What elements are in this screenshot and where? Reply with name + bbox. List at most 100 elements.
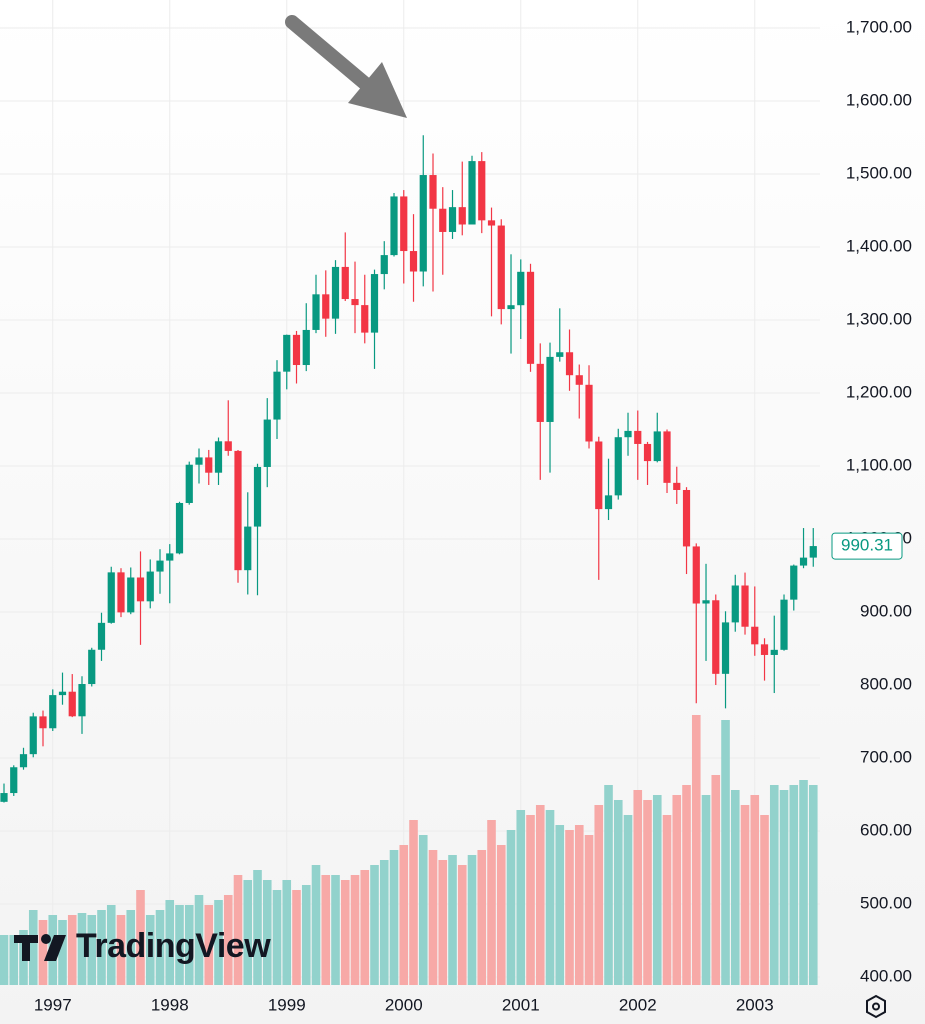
volume-bar [721,720,730,985]
volume-bar [155,910,165,985]
volume-bar [672,795,682,985]
candle-body [780,599,788,650]
candle-body [49,695,57,729]
volume-bar [272,890,282,985]
volume-bar [58,920,67,985]
volume-bar [545,810,555,985]
candle-body [214,441,223,473]
candle-body [302,329,310,366]
candle-body [136,577,145,602]
volume-bar [292,890,301,985]
volume-bar [126,910,136,985]
volume-bar [9,935,19,985]
volume-bar [321,875,331,985]
volume-bar [214,900,223,985]
volume-bar [379,860,389,985]
candle-body [263,419,271,467]
volume-bar [740,805,750,985]
candle-body [331,266,340,319]
candle-body [741,585,749,627]
candle-body [97,622,106,650]
candle-body [526,271,535,364]
volume-bar [399,845,409,985]
candle-body [478,161,486,221]
candle-body [565,352,574,376]
volume-bar [711,775,721,985]
candle-body [0,793,8,802]
candle-body [614,437,622,496]
volume-bar [516,810,526,985]
candle-body [58,691,67,696]
candle-body [643,443,652,462]
candle-body [253,466,262,527]
candle-body [283,334,291,372]
candle-body [10,767,18,794]
candle-body [273,371,281,420]
candle-body [751,626,759,645]
volume-layer [0,715,818,985]
volume-bar [594,805,604,985]
volume-bar [87,915,97,985]
candle-body [517,271,525,306]
candle-body [575,375,583,385]
last-price-box [831,532,903,560]
volume-bar [584,835,594,985]
volume-bar [301,885,311,985]
y-tick-label: 1,700.00 [846,17,912,36]
x-tick-label: 2000 [385,995,423,1014]
y-tick-label: 1,200.00 [846,382,912,401]
candle-body [536,363,544,422]
x-tick-label: 1998 [151,995,189,1014]
arrow-head [348,62,407,118]
volume-bar [311,865,321,985]
volume-bar [233,875,243,985]
candle-body [117,572,125,613]
candle-body [429,175,437,209]
candle-body [692,546,700,604]
y-tick-label: 1,600.00 [846,90,912,109]
volume-bar [574,825,584,985]
candle-body [175,502,184,554]
candle-body [556,352,564,357]
volume-bar [750,795,760,985]
candle-body [663,431,671,483]
candle-body [497,225,505,310]
volume-bar [262,880,272,985]
volume-bar [409,820,418,985]
settings-hexagon[interactable] [866,994,886,1019]
x-tick-label: 1999 [268,995,306,1014]
candle-body [721,622,730,674]
logo-shape [44,935,66,961]
volume-bar [136,890,145,985]
candle-body [19,754,28,768]
volume-bar [526,815,535,985]
volume-bar [701,795,711,985]
candle-body [39,716,47,729]
volume-bar [769,785,779,985]
y-tick-label: 800.00 [860,674,912,693]
y-tick-label: 1,100.00 [846,455,912,474]
volume-bar [360,870,370,985]
volume-bar [253,870,262,985]
candle-body [224,441,232,451]
candle-body [88,649,96,685]
volume-bar [604,785,613,985]
candle-body [185,464,193,503]
settings-icon[interactable] [866,994,886,1019]
settings-dot[interactable] [872,1002,880,1011]
candle-body [341,266,349,300]
candle-body [507,305,515,310]
volume-bar [623,815,633,985]
candle-body [458,207,466,225]
candle-body [604,495,613,510]
candle-body [770,649,778,655]
candle-body [107,572,115,623]
candle-body [624,430,632,438]
volume-bar [418,835,428,985]
last-price-label: 990.31 [841,536,893,555]
candle-body [390,196,398,256]
candle-body [244,526,252,571]
volume-bar [496,845,506,985]
candle-body [322,294,330,319]
